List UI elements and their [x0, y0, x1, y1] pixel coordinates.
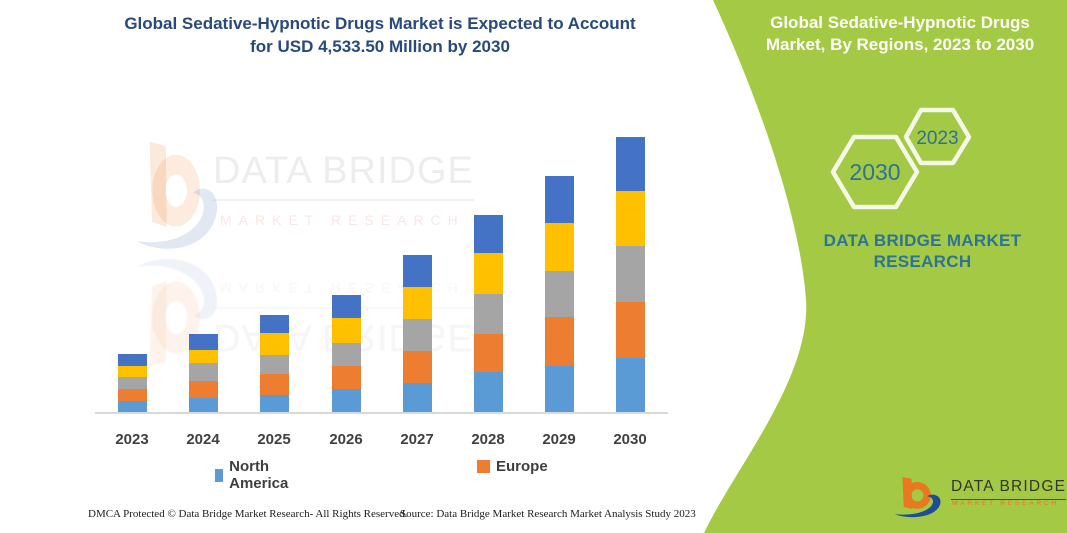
bar-segment-2027-north-america — [402, 383, 432, 413]
bar-segment-2030-europe — [615, 302, 645, 358]
legend-swatch-icon — [477, 460, 490, 473]
x-axis-label-2023: 2023 — [115, 431, 149, 448]
bar-segment-2023-unlabeled-yellow- — [117, 366, 147, 377]
bar-segment-2026-unlabeled-yellow- — [331, 318, 361, 343]
hexagon-year-2030: 2030 — [849, 159, 900, 185]
data-bridge-logo-icon — [894, 477, 941, 518]
side-panel-title: Global Sedative-Hypnotic Drugs Market, B… — [740, 12, 1060, 56]
bar-segment-2028-north-america — [473, 372, 503, 413]
bar-segment-2030-north-america — [615, 358, 645, 413]
x-axis-label-2029: 2029 — [542, 431, 576, 448]
bar-segment-2024-europe — [188, 381, 218, 398]
bar-segment-2030-unlabeled-dark-blue- — [615, 137, 645, 191]
data-bridge-logo: DATA BRIDGE MARKET RESEARCH — [893, 466, 1067, 528]
bar-segment-2025-north-america — [259, 395, 289, 413]
bar-segment-2026-unlabeled-gray- — [331, 343, 361, 366]
footer-source-text: Source: Data Bridge Market Research Mark… — [400, 508, 696, 520]
bar-segment-2024-unlabeled-gray- — [188, 363, 218, 381]
side-panel-title-line2: Market, By Regions, 2023 to 2030 — [765, 35, 1035, 54]
bar-segment-2026-north-america — [331, 389, 361, 413]
bar-segment-2028-unlabeled-gray- — [473, 294, 503, 334]
bar-segment-2026-europe — [331, 366, 361, 389]
x-axis-label-2024: 2024 — [186, 431, 220, 448]
bar-segment-2029-unlabeled-gray- — [544, 271, 574, 317]
bar-segment-2030-unlabeled-gray- — [615, 246, 645, 302]
bar-segment-2027-europe — [402, 351, 432, 383]
bar-segment-2028-unlabeled-yellow- — [473, 253, 503, 294]
x-axis-label-2030: 2030 — [613, 431, 647, 448]
bar-chart-plot-area — [117, 137, 645, 413]
side-panel-brand-line1: DATA BRIDGE MARKET — [823, 231, 1022, 250]
bar-segment-2023-unlabeled-dark-blue- — [117, 354, 147, 366]
hexagon-icon-small — [903, 107, 972, 166]
legend-label: Europe — [496, 458, 548, 475]
footer-dmca-text: DMCA Protected © Data Bridge Market Rese… — [88, 508, 408, 520]
x-axis-line — [95, 412, 668, 414]
bar-segment-2027-unlabeled-yellow- — [402, 287, 432, 319]
hexagon-year-2023: 2023 — [916, 128, 958, 149]
bar-segment-2030-unlabeled-yellow- — [615, 191, 645, 246]
chart-title-line1: Global Sedative-Hypnotic Drugs Market is… — [124, 14, 636, 33]
bar-segment-2027-unlabeled-gray- — [402, 319, 432, 351]
bar-segment-2023-europe — [117, 389, 147, 401]
bar-segment-2025-unlabeled-yellow- — [259, 333, 289, 355]
bar-segment-2025-europe — [259, 374, 289, 395]
bar-segment-2025-unlabeled-dark-blue- — [259, 315, 289, 333]
bar-segment-2024-unlabeled-yellow- — [188, 350, 218, 363]
bar-segment-2029-europe — [544, 317, 574, 366]
logo-text-line2: MARKET RESEARCH — [952, 500, 1059, 507]
bar-segment-2029-north-america — [544, 366, 574, 413]
side-panel-brand-line2: RESEARCH — [873, 252, 972, 271]
x-axis-label-2027: 2027 — [400, 431, 434, 448]
bar-segment-2029-unlabeled-yellow- — [544, 223, 574, 271]
bar-segment-2028-europe — [473, 334, 503, 372]
x-axis-label-2028: 2028 — [471, 431, 505, 448]
x-axis-label-2026: 2026 — [329, 431, 363, 448]
legend-item-north-america: North America — [215, 458, 293, 492]
bar-segment-2027-unlabeled-dark-blue- — [402, 255, 432, 287]
legend-item-europe: Europe — [477, 458, 548, 475]
chart-title: Global Sedative-Hypnotic Drugs Market is… — [60, 12, 700, 58]
legend-label: North America — [229, 458, 289, 492]
bar-segment-2024-unlabeled-dark-blue- — [188, 334, 218, 350]
bar-segment-2023-unlabeled-gray- — [117, 377, 147, 389]
chart-title-line2: for USD 4,533.50 Million by 2030 — [250, 37, 510, 56]
x-axis-label-2025: 2025 — [257, 431, 291, 448]
hexagon-years-graphic: 2023 2030 — [830, 107, 972, 210]
hexagon-icon-large — [830, 134, 920, 210]
bar-segment-2023-north-america — [117, 401, 147, 413]
bar-segment-2029-unlabeled-dark-blue- — [544, 176, 574, 223]
side-panel-title-line1: Global Sedative-Hypnotic Drugs — [770, 13, 1030, 32]
bar-segment-2025-unlabeled-gray- — [259, 355, 289, 374]
logo-text-line1: DATA BRIDGE — [951, 478, 1067, 500]
bar-segment-2026-unlabeled-dark-blue- — [331, 295, 361, 318]
bar-segment-2028-unlabeled-dark-blue- — [473, 215, 503, 253]
side-panel-brand: DATA BRIDGE MARKET RESEARCH — [800, 230, 1045, 272]
legend-swatch-icon — [215, 468, 224, 482]
bar-segment-2024-north-america — [188, 398, 218, 413]
